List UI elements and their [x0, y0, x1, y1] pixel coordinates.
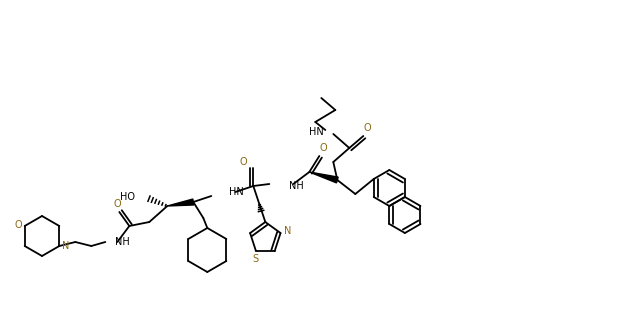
Text: O: O — [114, 199, 121, 209]
Text: S: S — [253, 254, 259, 264]
Text: NH: NH — [115, 237, 130, 247]
Text: N: N — [62, 241, 69, 251]
Polygon shape — [167, 199, 194, 206]
Text: O: O — [363, 123, 371, 133]
Text: N: N — [284, 226, 292, 236]
Text: O: O — [319, 143, 327, 153]
Text: O: O — [15, 220, 23, 230]
Text: O: O — [240, 157, 247, 167]
Text: HO: HO — [121, 192, 135, 202]
Text: NH: NH — [290, 181, 304, 191]
Polygon shape — [309, 172, 338, 183]
Text: HN: HN — [229, 187, 244, 197]
Text: HN: HN — [309, 127, 323, 137]
